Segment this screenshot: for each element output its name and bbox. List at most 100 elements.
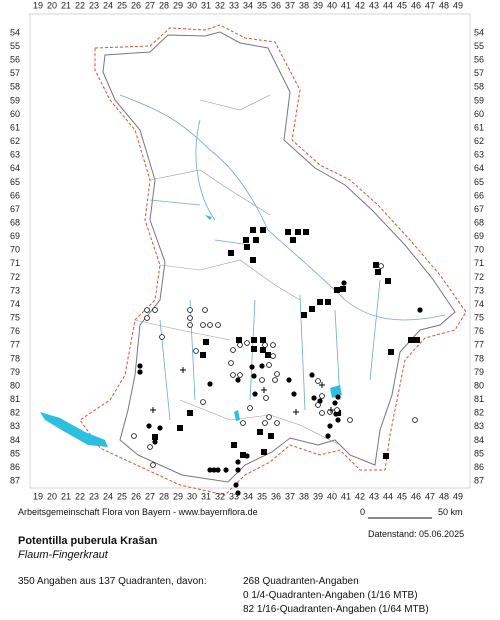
quadrant-square (243, 237, 249, 243)
row-label: 84 (474, 435, 484, 445)
quadrant-square (373, 262, 379, 268)
point-filled (286, 377, 292, 383)
point-cross (150, 407, 156, 413)
row-label: 84 (10, 435, 20, 445)
lake (234, 410, 240, 421)
column-label: 46 (411, 0, 421, 10)
point-filled (309, 372, 315, 378)
column-label: 21 (61, 491, 71, 501)
column-label: 23 (89, 0, 99, 10)
row-label: 59 (10, 95, 20, 105)
row-label: 86 (474, 462, 484, 472)
column-label: 29 (173, 491, 183, 501)
point-filled (259, 363, 265, 369)
point-open (152, 307, 158, 313)
point-open (237, 342, 243, 348)
row-label: 77 (10, 340, 20, 350)
quadrant-square (251, 346, 257, 352)
row-label: 78 (474, 353, 484, 363)
row-label: 85 (10, 448, 20, 458)
quadrant-square (260, 337, 266, 343)
credit: Arbeitsgemeinschaft Flora von Bayern - w… (18, 507, 258, 517)
point-filled (233, 482, 239, 488)
row-label: 75 (474, 313, 484, 323)
point-filled (325, 433, 331, 439)
row-label: 70 (10, 245, 20, 255)
quadrant-square (340, 286, 346, 292)
species-name: Potentilla puberula Krašan (18, 535, 158, 547)
row-label: 68 (10, 217, 20, 227)
point-open (315, 402, 321, 408)
row-label: 54 (474, 27, 484, 37)
row-label: 61 (474, 122, 484, 132)
quadrant-square (325, 299, 331, 305)
point-filled (335, 394, 341, 400)
row-label: 80 (10, 380, 20, 390)
column-label: 31 (201, 491, 211, 501)
column-label: 41 (341, 491, 351, 501)
column-label: 31 (201, 0, 211, 10)
row-label: 59 (474, 95, 484, 105)
column-label: 23 (89, 491, 99, 501)
row-label: 65 (10, 177, 20, 187)
point-open (187, 307, 193, 313)
point-open (144, 307, 150, 313)
row-label: 72 (10, 272, 20, 282)
row-label: 64 (10, 163, 20, 173)
quadrant-square (408, 337, 414, 343)
point-open (274, 420, 280, 426)
point-filled (235, 467, 241, 473)
column-label: 20 (47, 0, 57, 10)
column-label: 37 (285, 491, 295, 501)
column-label: 25 (117, 491, 127, 501)
summary-line: 0 1/4-Quadranten-Angaben (1/16 MTB) (243, 590, 418, 601)
column-label: 47 (425, 491, 435, 501)
point-cross (261, 387, 267, 393)
point-open (187, 315, 193, 321)
row-label: 67 (10, 204, 20, 214)
point-filled (249, 364, 255, 370)
point-open (230, 372, 236, 378)
column-label: 30 (187, 491, 197, 501)
column-label: 33 (229, 491, 239, 501)
row-label: 81 (474, 394, 484, 404)
row-label: 67 (474, 204, 484, 214)
scale-end: 50 km (438, 507, 463, 517)
point-filled (311, 395, 317, 401)
row-label: 65 (474, 177, 484, 187)
column-label: 28 (159, 0, 169, 10)
column-label: 34 (243, 0, 253, 10)
column-label: 33 (229, 0, 239, 10)
point-filled (235, 459, 241, 465)
column-label: 32 (215, 0, 225, 10)
point-open (272, 377, 278, 383)
row-label: 87 (10, 476, 20, 486)
row-label: 55 (474, 41, 484, 51)
point-cross (293, 409, 299, 415)
column-label: 38 (299, 0, 309, 10)
point-filled (157, 425, 163, 431)
quadrant-square (187, 410, 193, 416)
column-label: 39 (313, 0, 323, 10)
quadrant-square (414, 337, 420, 343)
point-filled (244, 453, 250, 459)
point-open (259, 377, 265, 383)
column-label: 19 (33, 0, 43, 10)
point-filled (223, 467, 229, 473)
point-open (147, 444, 153, 450)
point-filled (341, 280, 347, 286)
point-open (187, 322, 193, 328)
lake (205, 215, 212, 220)
point-filled (332, 400, 338, 406)
column-label: 44 (383, 491, 393, 501)
point-open (262, 342, 268, 348)
lake-bodensee (40, 412, 108, 447)
column-label: 42 (355, 491, 365, 501)
state-border (102, 31, 456, 483)
quadrant-square (253, 237, 259, 243)
quadrant-square (290, 237, 296, 243)
point-filled (137, 363, 143, 369)
quadrant-square (260, 347, 266, 353)
quadrant-square (303, 229, 309, 235)
